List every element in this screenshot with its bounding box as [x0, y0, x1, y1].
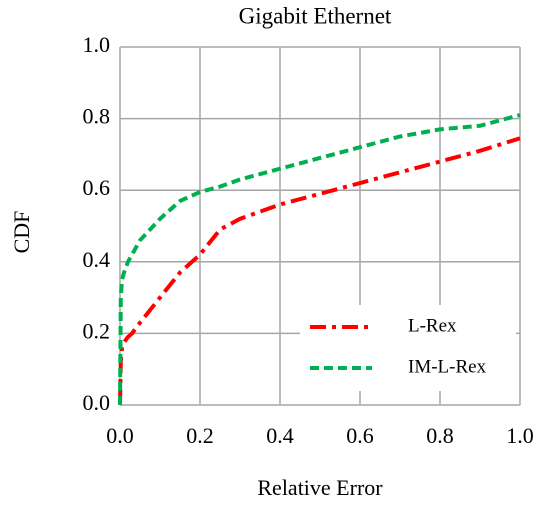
x-tick-label: 0.0: [106, 423, 134, 448]
chart-title: Gigabit Ethernet: [239, 3, 392, 28]
y-tick-label: 0.0: [83, 390, 111, 415]
x-axis-label: Relative Error: [257, 475, 383, 500]
legend-label: IM-L-Rex: [408, 356, 487, 377]
series-line: [118, 113, 521, 406]
x-tick-label: 0.6: [346, 423, 374, 448]
legend-box: [300, 305, 516, 391]
y-tick-label: 0.2: [83, 318, 111, 343]
y-axis-label: CDF: [9, 211, 34, 254]
y-tick-label: 0.8: [83, 104, 111, 129]
y-tick-label: 1.0: [83, 32, 111, 57]
x-tick-label: 1.0: [506, 423, 534, 448]
x-tick-label: 0.8: [426, 423, 454, 448]
x-tick-label: 0.4: [266, 423, 294, 448]
legend-label: L-Rex: [408, 315, 457, 336]
y-tick-label: 0.6: [83, 175, 111, 200]
y-tick-label: 0.4: [83, 247, 111, 272]
x-tick-label: 0.2: [186, 423, 214, 448]
